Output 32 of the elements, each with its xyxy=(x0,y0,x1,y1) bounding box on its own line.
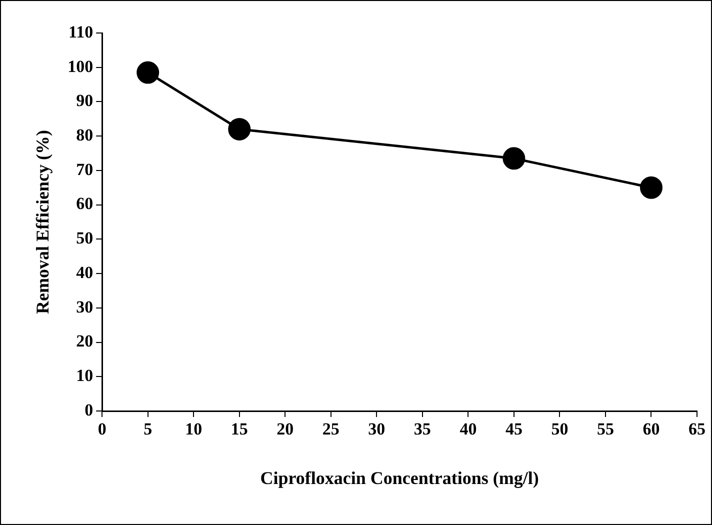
x-tick-label: 15 xyxy=(230,420,248,439)
x-tick-label: 25 xyxy=(322,420,340,439)
x-tick-label: 20 xyxy=(276,420,294,439)
y-tick-label: 20 xyxy=(76,332,94,351)
point xyxy=(640,176,662,199)
y-tick-label: 110 xyxy=(68,22,94,42)
x-tick-label: 35 xyxy=(414,420,431,439)
x-axis-title: Ciprofloxacin Concentrations (mg/l) xyxy=(260,468,539,488)
x-tick-label: 30 xyxy=(368,420,386,439)
y-tick-label: 50 xyxy=(76,228,94,248)
x-tick-label: 60 xyxy=(642,420,660,439)
y-tick-label: 30 xyxy=(76,297,94,316)
y-tick-label: 40 xyxy=(76,262,94,282)
x-tick-label: 5 xyxy=(144,420,152,439)
y-tick-label: 70 xyxy=(76,160,94,179)
y-axis-title: Removal Efficiency (%) xyxy=(32,130,52,314)
y-tick-label: 90 xyxy=(76,91,94,110)
point xyxy=(136,61,160,84)
x-tick-label: 45 xyxy=(505,420,522,439)
y-tick-label: 80 xyxy=(76,125,94,144)
x-tick-label: 0 xyxy=(98,420,106,439)
x-tick-label: 65 xyxy=(688,420,706,439)
y-tick-label: 0 xyxy=(84,400,94,420)
y-tick-label: 60 xyxy=(76,194,94,214)
y-tick-label: 10 xyxy=(76,366,94,386)
x-tick-label: 50 xyxy=(551,420,568,439)
x-tick-label: 40 xyxy=(460,420,477,439)
y-tick-label: 100 xyxy=(68,56,94,76)
point xyxy=(502,147,526,170)
x-tick-label: 55 xyxy=(596,420,614,439)
point xyxy=(228,118,251,140)
x-tick-label: 10 xyxy=(185,420,202,439)
